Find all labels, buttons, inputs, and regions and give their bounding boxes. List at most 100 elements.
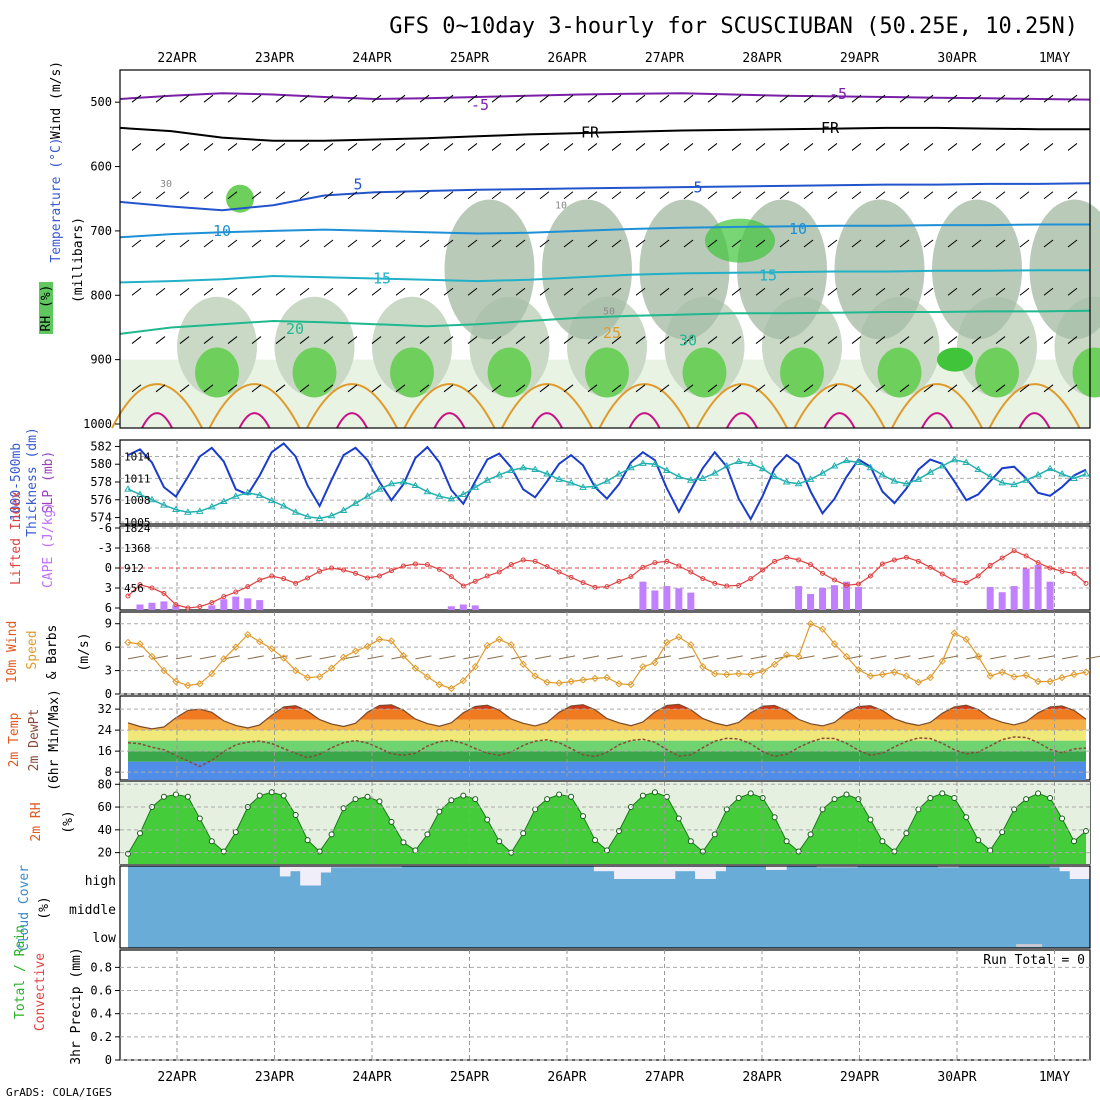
wind-speed-axis-label: Speed xyxy=(25,630,40,669)
wind-barb xyxy=(131,287,142,296)
thickness-marker xyxy=(842,456,851,464)
wind-speed-marker xyxy=(723,670,731,679)
wind-barb xyxy=(1043,287,1054,296)
wind-speed-marker xyxy=(387,637,396,645)
wind-speed-marker xyxy=(902,672,911,680)
wind-barb xyxy=(947,239,958,248)
precip-convective-label: Convective xyxy=(33,953,48,1031)
wind-barb xyxy=(995,94,1006,103)
thickness-marker xyxy=(854,458,863,465)
rh-marker xyxy=(412,847,419,854)
wind-speed-marker xyxy=(459,677,468,685)
wind-units-label: (m/s) xyxy=(77,632,92,671)
rh-marker xyxy=(999,829,1006,836)
lifted-index-marker xyxy=(353,570,359,576)
wind-barb xyxy=(827,94,838,103)
wind-barb xyxy=(203,191,214,200)
lifted-index-marker xyxy=(760,567,766,573)
thickness-marker xyxy=(183,508,192,515)
wind-barb-10m xyxy=(343,655,360,660)
wind-barbs-axis-label: & Barbs xyxy=(45,625,60,680)
wind-speed-marker xyxy=(711,669,719,678)
wind-barb xyxy=(227,191,238,200)
date-label-top: 30APR xyxy=(937,51,976,66)
thickness-marker xyxy=(375,485,384,492)
rh-marker xyxy=(795,848,802,855)
thickness-marker xyxy=(243,488,252,496)
isotherm-30-spike xyxy=(1018,412,1051,429)
wind-barb xyxy=(419,336,430,344)
wind-barb xyxy=(923,239,934,248)
wind-speed-marker xyxy=(818,625,827,633)
wind-barb xyxy=(179,384,190,393)
wind-speed-marker xyxy=(244,630,252,639)
wind-barb xyxy=(227,143,238,151)
thickness-marker xyxy=(136,490,144,497)
wind-barb xyxy=(299,239,310,248)
thickness-marker xyxy=(447,494,456,502)
wind-barb xyxy=(851,191,862,200)
wind-barb xyxy=(971,191,982,200)
thickness-marker xyxy=(207,502,216,510)
wind-barb xyxy=(443,384,454,393)
wind-barb xyxy=(923,94,934,103)
lifted-index-marker xyxy=(820,570,826,576)
wind-speed-marker xyxy=(591,674,599,683)
cape-bar xyxy=(651,590,659,610)
wind-barb-10m xyxy=(870,655,887,660)
date-label-top: 26APR xyxy=(547,51,586,66)
wind-speed-marker xyxy=(363,642,372,651)
rh-area-blob xyxy=(639,199,730,340)
thickness-marker xyxy=(567,478,575,486)
wind-barb xyxy=(731,384,742,393)
thickness-marker xyxy=(160,501,168,508)
rh-area-blob xyxy=(834,199,925,340)
date-label-bottom: 28APR xyxy=(742,1070,781,1085)
rh-area-moist xyxy=(195,347,239,398)
rh-marker xyxy=(663,793,670,800)
wind-barb xyxy=(299,191,310,200)
rh-marker xyxy=(364,793,371,800)
wind-barb xyxy=(923,287,934,296)
wind-barb xyxy=(971,336,982,344)
thickness-tick-label: 576 xyxy=(90,493,112,507)
wind-barb xyxy=(707,94,718,103)
wind-barb xyxy=(371,384,382,393)
cloud-clear-cell xyxy=(1069,866,1081,879)
wind-barb xyxy=(155,287,166,296)
lifted-index-marker xyxy=(412,561,418,567)
wind-speed-marker xyxy=(435,680,444,689)
wind-barb xyxy=(563,336,574,344)
wind-speed-marker xyxy=(651,659,659,667)
cape-tick-label: 456 xyxy=(124,582,144,595)
lifted-index-marker xyxy=(185,605,191,611)
thickness-marker xyxy=(782,478,791,485)
rh-marker xyxy=(496,838,503,845)
isotherm-30-spike xyxy=(531,412,563,429)
lifted-index-marker xyxy=(424,562,430,568)
thickness-marker xyxy=(435,492,444,499)
wind-barb xyxy=(299,143,310,151)
lifted-index-marker xyxy=(939,571,945,577)
isotherm-30-spike xyxy=(141,412,173,429)
wind-speed-marker xyxy=(782,651,791,659)
wind-barb xyxy=(419,239,430,248)
wind-speed-marker xyxy=(615,680,623,688)
wind-barb xyxy=(515,336,526,344)
wind-barb xyxy=(515,191,526,200)
wind-barb-10m xyxy=(487,655,504,660)
wind-barb xyxy=(251,287,262,296)
wind-barb-10m xyxy=(702,655,719,660)
isotherm-label: 10 xyxy=(789,220,807,238)
isotherm-25-spike xyxy=(696,383,788,429)
wind-barb xyxy=(251,143,262,151)
wind-barb xyxy=(875,191,886,200)
thickness-marker xyxy=(1034,470,1042,478)
rh-area-blob xyxy=(542,199,632,340)
wind-barb xyxy=(755,94,766,103)
rh-marker xyxy=(280,792,287,799)
rh-area-blob xyxy=(444,199,535,340)
wind-barb xyxy=(155,191,166,200)
cape-bar xyxy=(148,602,156,610)
rh-marker xyxy=(604,847,610,854)
